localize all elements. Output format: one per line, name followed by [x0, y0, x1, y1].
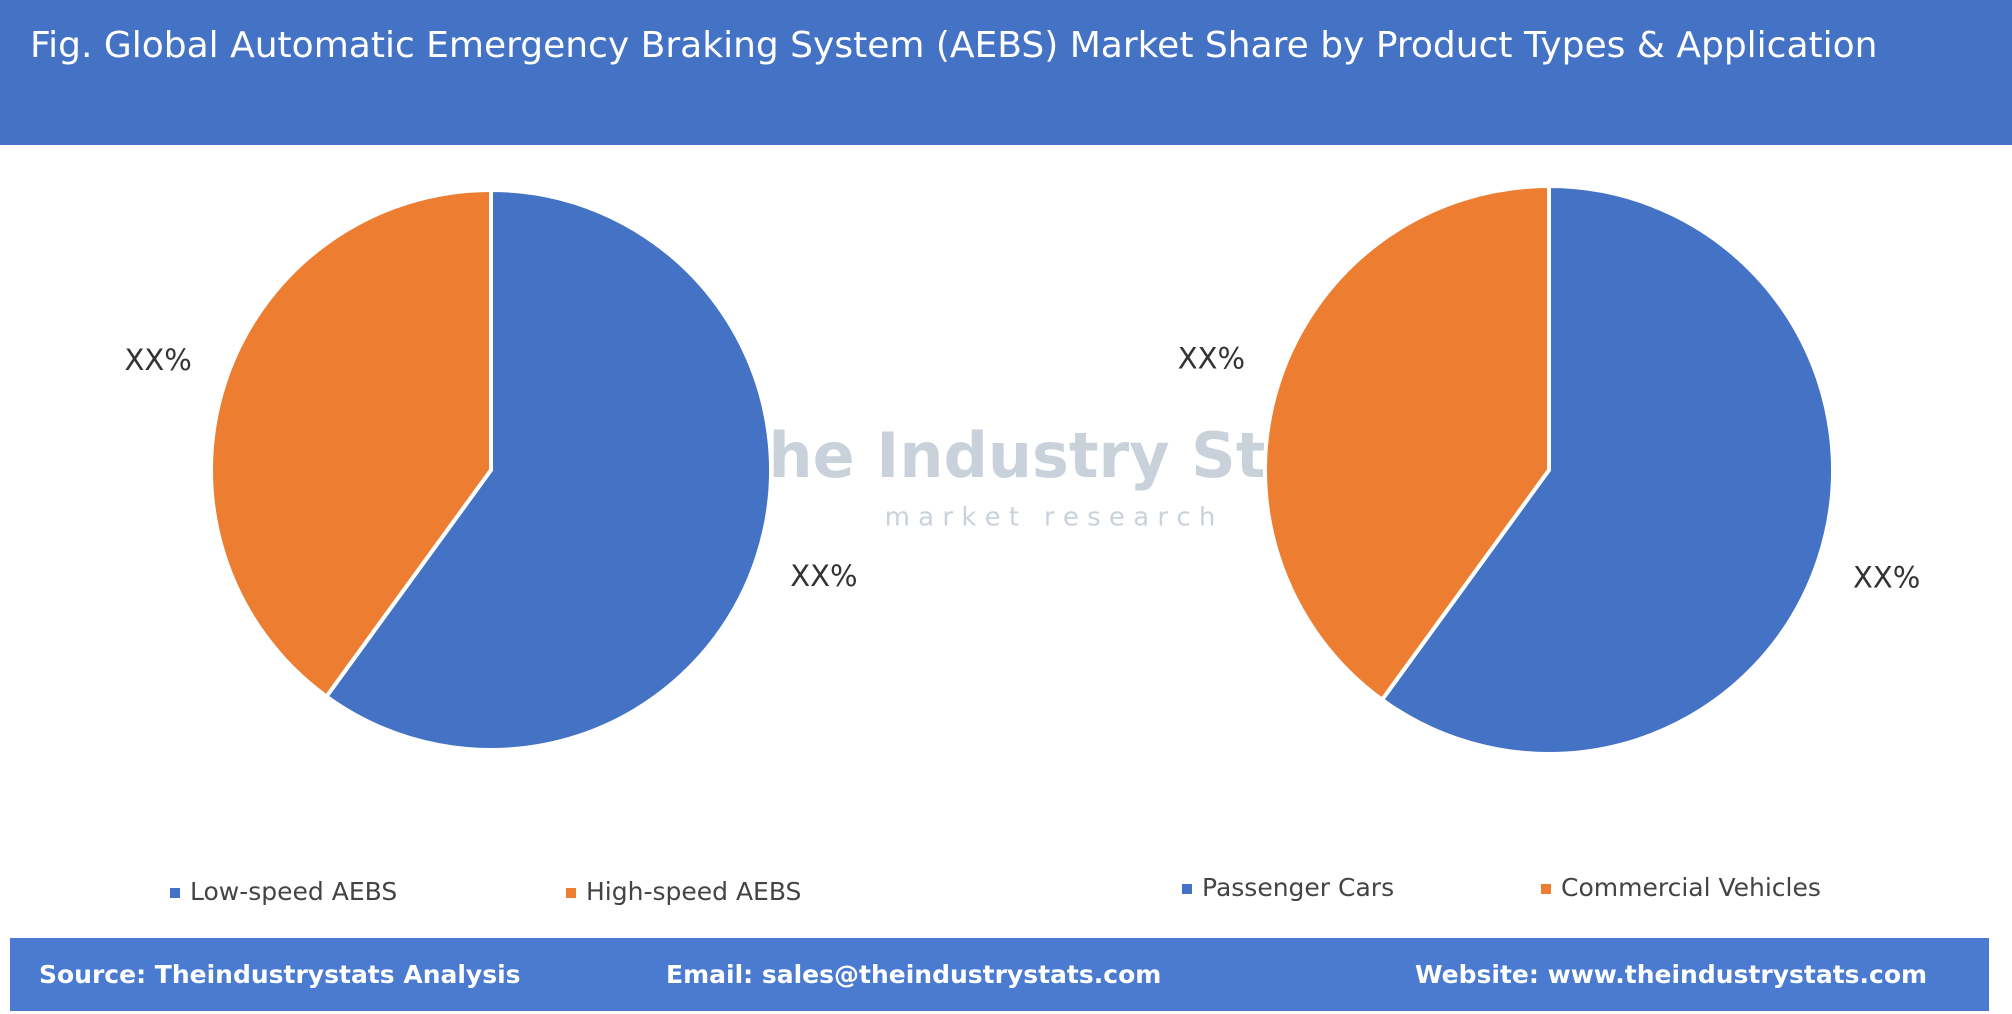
footer: Source: Theindustrystats Analysis Email:… [10, 938, 1989, 1011]
legend-swatch [566, 888, 576, 898]
pie-slice [323, 187, 773, 752]
email: Email: sales@theindustrystats.com [666, 960, 1162, 989]
legend-swatch [1541, 884, 1551, 894]
website: Website: www.theindustrystats.com [1415, 960, 1928, 989]
legend-label: High-speed AEBS [586, 877, 801, 906]
data-label: XX% [1853, 561, 1920, 595]
watermark-tagline: m a r k e t r e s e a r c h [885, 503, 1216, 533]
legend-label: Passenger Cars [1202, 873, 1394, 902]
pie-slice [1379, 183, 1835, 756]
data-label: XX% [124, 343, 191, 377]
pie-slice [1263, 183, 1551, 703]
legend-label: Low-speed AEBS [190, 877, 397, 906]
data-label: XX% [790, 559, 857, 593]
source: Source: Theindustrystats Analysis [39, 960, 521, 989]
title: Fig. Global Automatic Emergency Braking … [30, 25, 1878, 66]
legend-label: Commercial Vehicles [1561, 873, 1821, 902]
header: Fig. Global Automatic Emergency Braking … [0, 0, 2012, 145]
legend-swatch [1182, 884, 1192, 894]
legend-swatch [170, 888, 180, 898]
data-label: XX% [1178, 341, 1245, 375]
pie-slice [209, 187, 493, 700]
